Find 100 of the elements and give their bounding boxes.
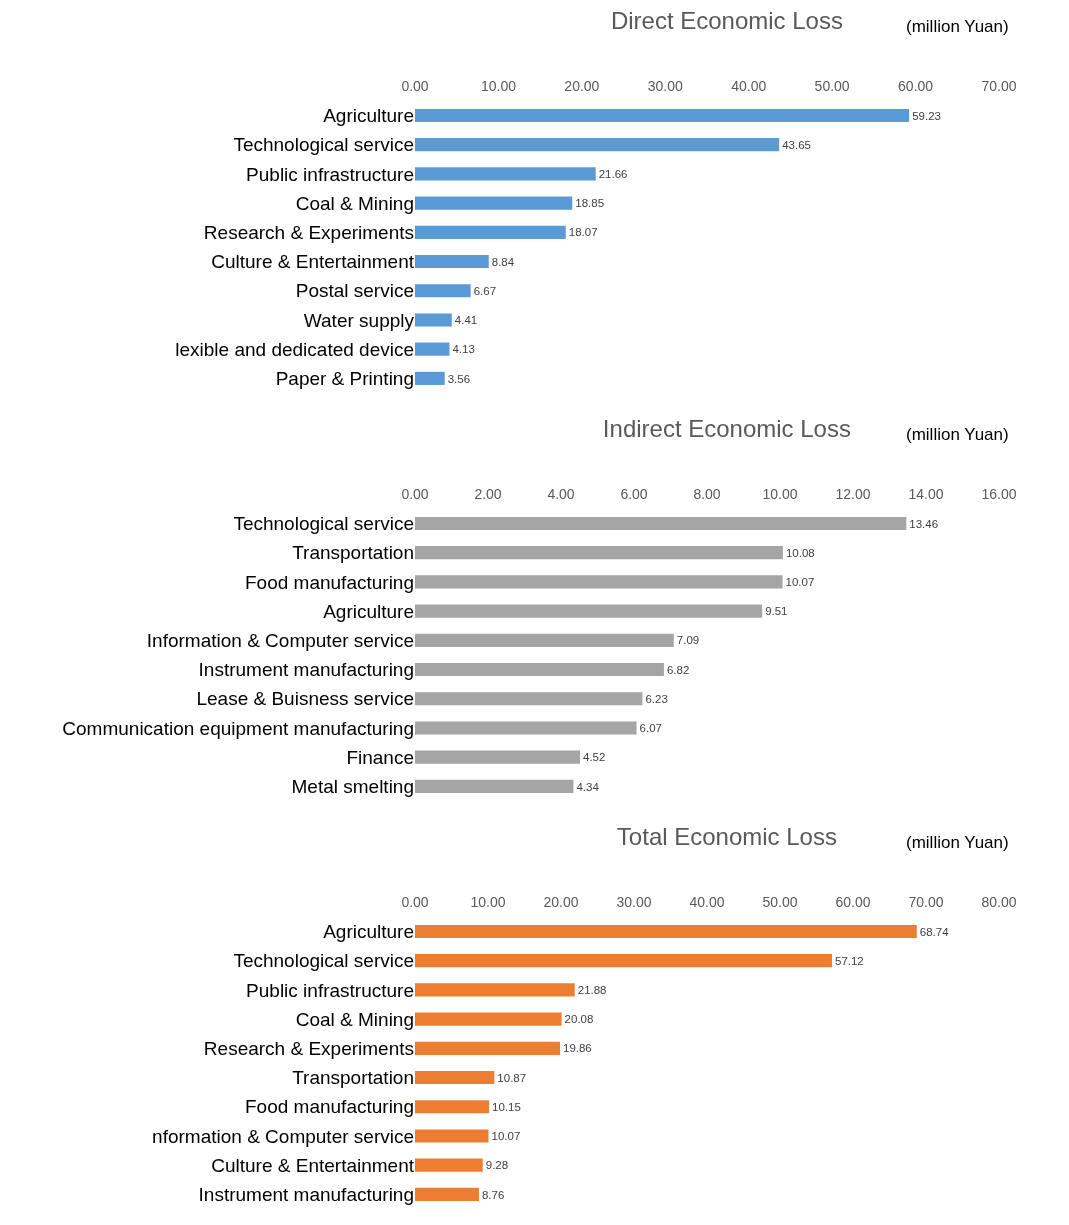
y-tick-label: Culture & Entertainment xyxy=(211,251,415,273)
chart-title: Indirect Economic Loss xyxy=(602,415,851,443)
bar xyxy=(415,1012,562,1026)
x-tick-label: 14.00 xyxy=(908,486,944,503)
x-tick-label: 12.00 xyxy=(835,486,871,503)
y-tick-label: Technological service xyxy=(233,950,414,972)
bar xyxy=(415,313,452,327)
bar xyxy=(415,575,783,589)
y-tick-label: Coal & Mining xyxy=(295,192,414,214)
x-tick-label: 8.00 xyxy=(693,486,721,503)
data-label: 3.56 xyxy=(447,372,471,385)
bar xyxy=(415,779,574,793)
bar xyxy=(415,516,907,531)
data-label: 21.66 xyxy=(598,167,628,180)
y-tick-label: Instrument manufacturing xyxy=(198,659,414,681)
y-tick-label: Agriculture xyxy=(323,105,414,127)
bar xyxy=(415,1187,479,1201)
y-tick-label: Technological service xyxy=(233,513,414,535)
bar xyxy=(415,196,573,210)
x-tick-label: 40.00 xyxy=(689,894,725,911)
y-tick-label: Food manufacturing xyxy=(245,571,414,593)
x-tick-label: 20.00 xyxy=(564,78,600,95)
bar xyxy=(415,254,489,269)
x-axis-title: (million Yuan) xyxy=(906,833,1009,852)
data-label: 20.08 xyxy=(564,1013,594,1026)
bar xyxy=(415,954,832,968)
x-tick-label: 6.00 xyxy=(620,486,648,503)
x-tick-label: 60.00 xyxy=(835,894,871,911)
bar xyxy=(415,1041,560,1055)
bar xyxy=(415,225,566,239)
x-tick-label: 30.00 xyxy=(647,78,684,95)
x-tick-label: 10.00 xyxy=(762,486,798,503)
data-label: 8.84 xyxy=(491,255,515,268)
y-tick-label: Transportation xyxy=(292,1067,414,1089)
y-tick-label: nformation & Computer service xyxy=(152,1125,414,1147)
y-tick-label: lexible and dedicated device xyxy=(175,338,414,360)
data-label: 6.23 xyxy=(645,692,668,705)
x-tick-label: 10.00 xyxy=(470,894,506,911)
data-label: 10.07 xyxy=(491,1130,521,1143)
y-tick-label: Finance xyxy=(346,746,414,768)
y-tick-label: Instrument manufacturing xyxy=(198,1184,414,1206)
bar xyxy=(415,342,450,356)
y-tick-label: Public infrastructure xyxy=(246,979,414,1001)
bar xyxy=(415,167,596,181)
data-label: 10.15 xyxy=(492,1100,521,1113)
bar xyxy=(415,750,580,764)
bar xyxy=(415,1070,495,1085)
y-tick-label: Metal smelting xyxy=(291,776,414,798)
x-tick-label: 50.00 xyxy=(814,78,850,95)
y-tick-label: Transportation xyxy=(292,542,414,564)
x-tick-label: 80.00 xyxy=(981,894,1017,911)
x-tick-label: 30.00 xyxy=(616,894,652,911)
x-tick-label: 16.00 xyxy=(981,486,1017,503)
data-label: 43.65 xyxy=(782,138,811,151)
y-tick-label: Postal service xyxy=(295,280,414,302)
x-tick-label: 40.00 xyxy=(731,78,767,95)
x-tick-label: 0.00 xyxy=(401,894,429,911)
bar xyxy=(415,983,575,997)
chart-title: Total Economic Loss xyxy=(616,823,837,851)
data-label: 59.23 xyxy=(912,109,941,122)
data-label: 57.12 xyxy=(834,954,864,967)
data-label: 68.74 xyxy=(919,925,950,938)
bar xyxy=(415,138,780,152)
bar xyxy=(415,284,471,298)
x-tick-label: 2.00 xyxy=(474,486,502,503)
bar xyxy=(415,1129,489,1143)
data-label: 4.34 xyxy=(576,780,600,793)
y-tick-label: Water supply xyxy=(303,309,415,331)
bar xyxy=(415,633,674,647)
data-label: 9.51 xyxy=(765,605,788,618)
y-tick-label: Agriculture xyxy=(323,921,414,943)
x-tick-label: 50.00 xyxy=(762,894,798,911)
data-label: 6.07 xyxy=(639,722,662,735)
bar xyxy=(415,546,783,560)
x-tick-label: 0.00 xyxy=(401,78,429,95)
bar xyxy=(415,721,637,735)
data-label: 6.67 xyxy=(473,284,497,297)
bar xyxy=(415,662,664,677)
y-tick-label: Coal & Mining xyxy=(295,1008,414,1030)
y-tick-label: Food manufacturing xyxy=(245,1096,414,1118)
bar xyxy=(415,1100,490,1114)
bar xyxy=(415,604,763,618)
x-tick-label: 20.00 xyxy=(543,894,579,911)
y-tick-label: Information & Computer service xyxy=(146,629,414,651)
bar xyxy=(415,371,445,385)
x-axis-title: (million Yuan) xyxy=(906,17,1009,36)
data-label: 9.28 xyxy=(485,1159,509,1172)
bar xyxy=(415,1158,483,1172)
data-label: 4.41 xyxy=(454,314,478,327)
data-label: 13.46 xyxy=(909,517,939,530)
data-label: 4.52 xyxy=(582,751,606,764)
data-label: 10.08 xyxy=(785,546,815,559)
y-tick-label: Communication equipment manufacturing xyxy=(62,717,414,739)
bar xyxy=(415,108,910,123)
y-tick-label: Research & Experiments xyxy=(203,1037,414,1059)
y-tick-label: Public infrastructure xyxy=(246,163,414,185)
bar xyxy=(415,692,643,706)
data-label: 10.87 xyxy=(497,1071,527,1084)
x-tick-label: 10.00 xyxy=(480,78,517,95)
data-label: 4.13 xyxy=(452,343,475,356)
